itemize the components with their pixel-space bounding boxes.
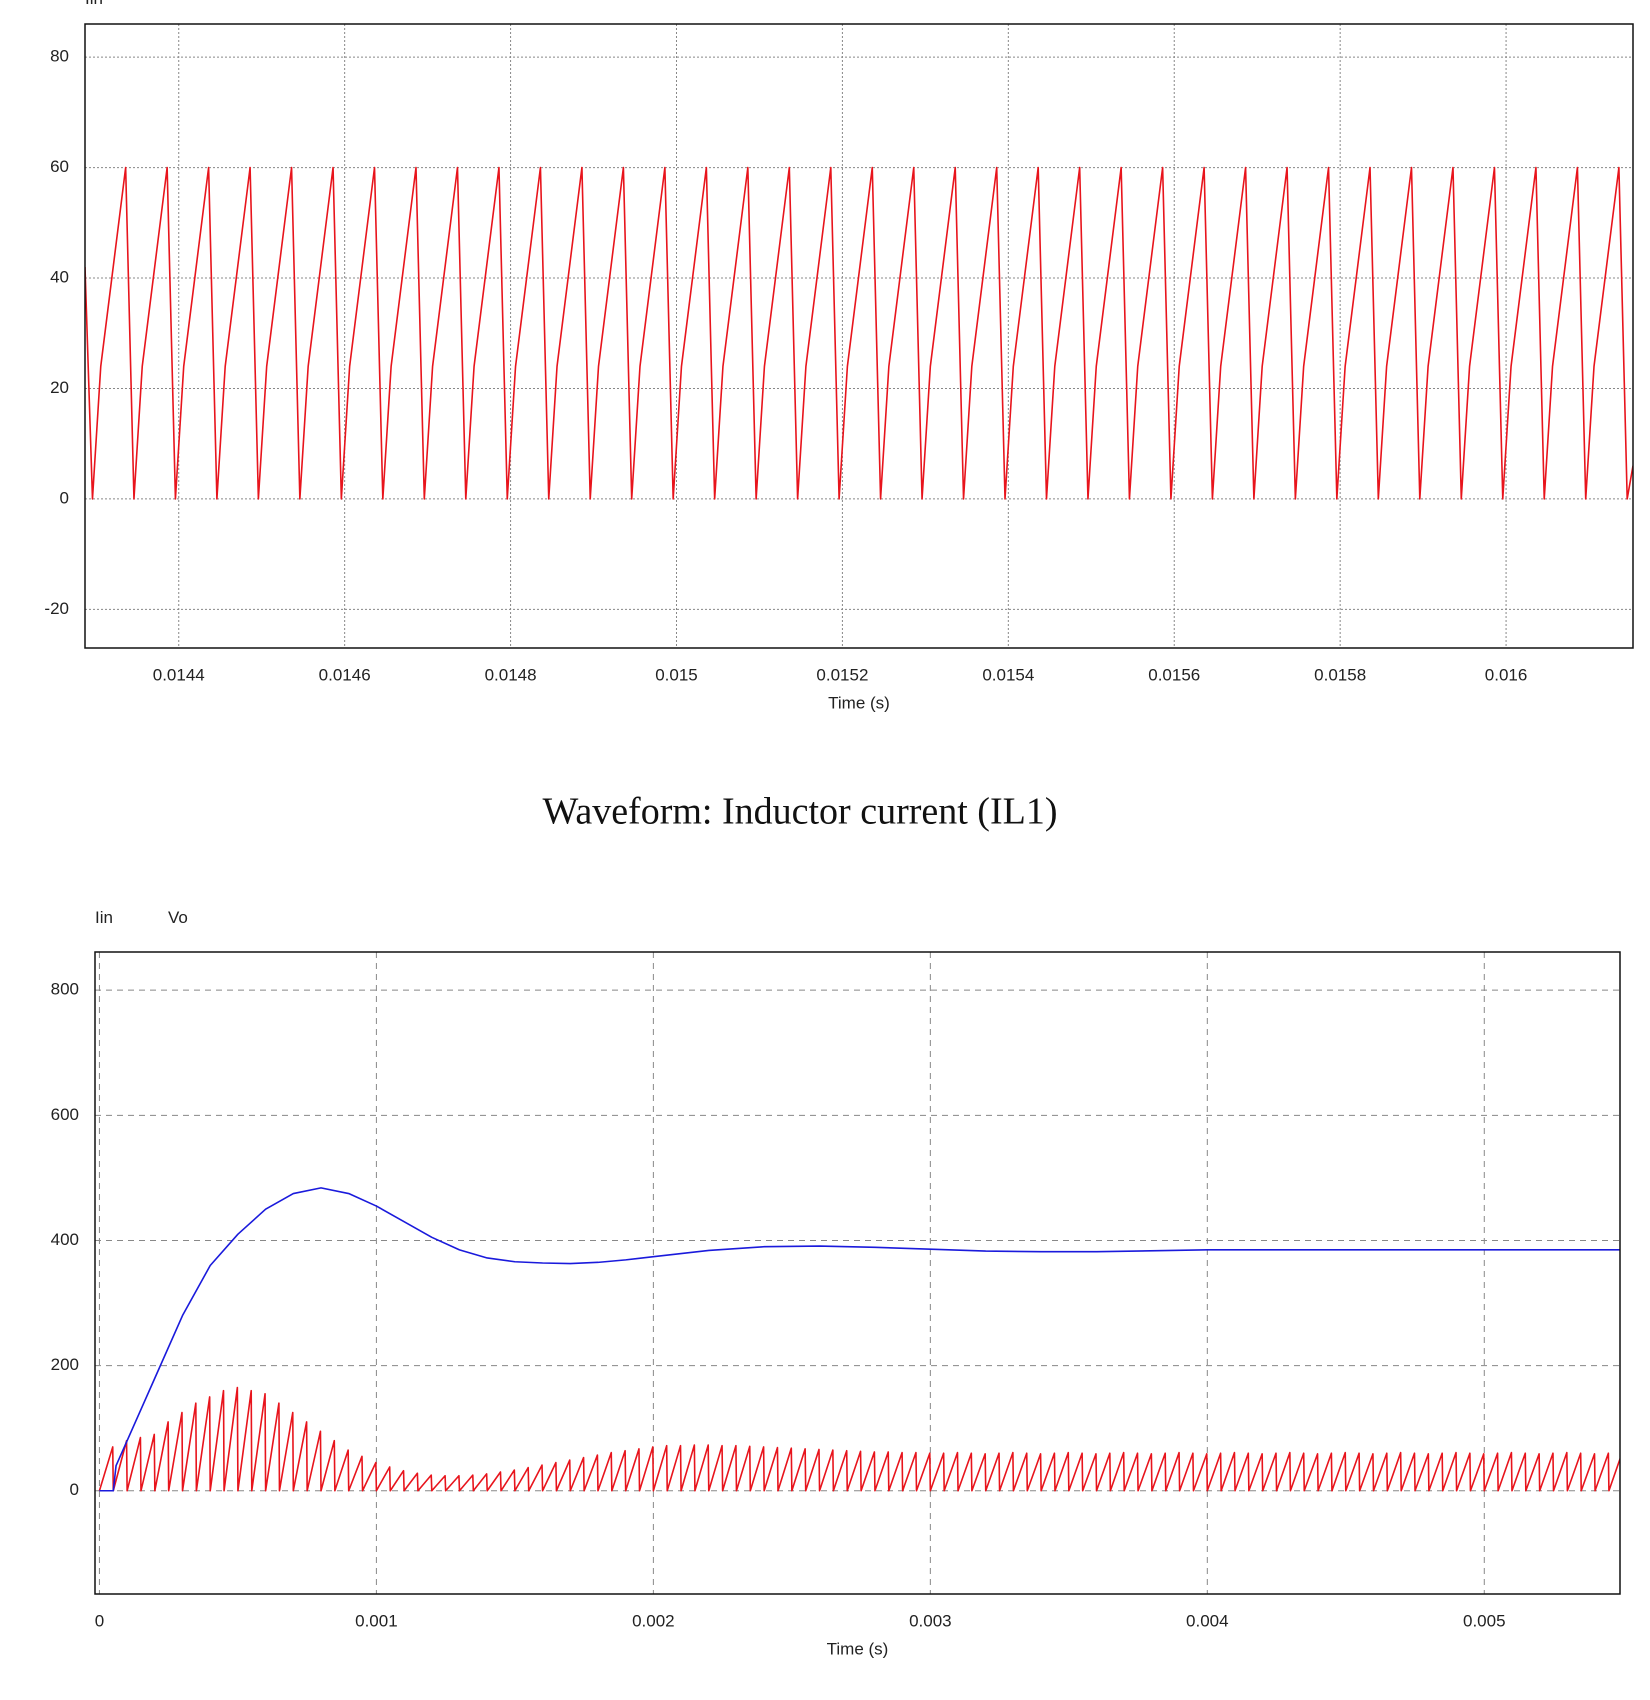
x-tick-label: 0.002 [632,1611,675,1630]
x-tick-label: 0.005 [1463,1611,1506,1630]
series-line [99,1187,1620,1492]
legend-entry: Vo [168,908,188,927]
y-tick-label: 0 [70,1480,79,1499]
y-tick-label: 800 [51,980,79,999]
x-tick-label: 0.0148 [485,665,537,684]
caption: Waveform: Inductor current (IL1) [543,791,1058,833]
x-tick-label: 0.004 [1186,1611,1229,1630]
y-tick-label: -20 [44,599,69,618]
series-line [98,1386,1620,1492]
x-tick-label: 0.003 [909,1611,952,1630]
chart: 0 200 400 600 800 0 0.001 0.002 0.003 0.004 0.005 T… [51,908,1621,1658]
plot-frame [94,951,1621,1595]
y-tick-label: 200 [51,1355,79,1374]
x-tick-label: 0.015 [655,665,698,684]
legend-entry: Iin [85,0,103,8]
x-tick-label: 0.0152 [816,665,868,684]
x-tick-label: 0 [95,1611,104,1630]
legend-entry: Iin [95,908,113,927]
y-tick-label: 60 [50,157,69,176]
x-tick-label: 0.0156 [1148,665,1200,684]
x-tick-label: 0.0154 [982,665,1034,684]
y-tick-label: 20 [50,378,69,397]
x-tick-label: 0.0158 [1314,665,1366,684]
plot-frame [84,23,1634,649]
x-tick-label: 0.0144 [153,665,205,684]
x-tick-label: 0.0146 [319,665,371,684]
y-tick-label: 0 [60,488,69,507]
x-tick-label: 0.016 [1485,665,1528,684]
y-tick-label: 40 [50,268,69,287]
x-axis-label: Time (s) [827,1639,889,1658]
y-tick-label: 400 [51,1230,79,1249]
y-tick-label: 600 [51,1105,79,1124]
x-tick-label: 0.001 [355,1611,398,1630]
y-tick-label: 80 [50,47,69,66]
series-line [85,166,1633,500]
chart: -20 0 20 40 60 80 0.0144 0.0146 0.0148 0.015 0.015… [44,0,1634,712]
x-axis-label: Time (s) [828,693,890,712]
